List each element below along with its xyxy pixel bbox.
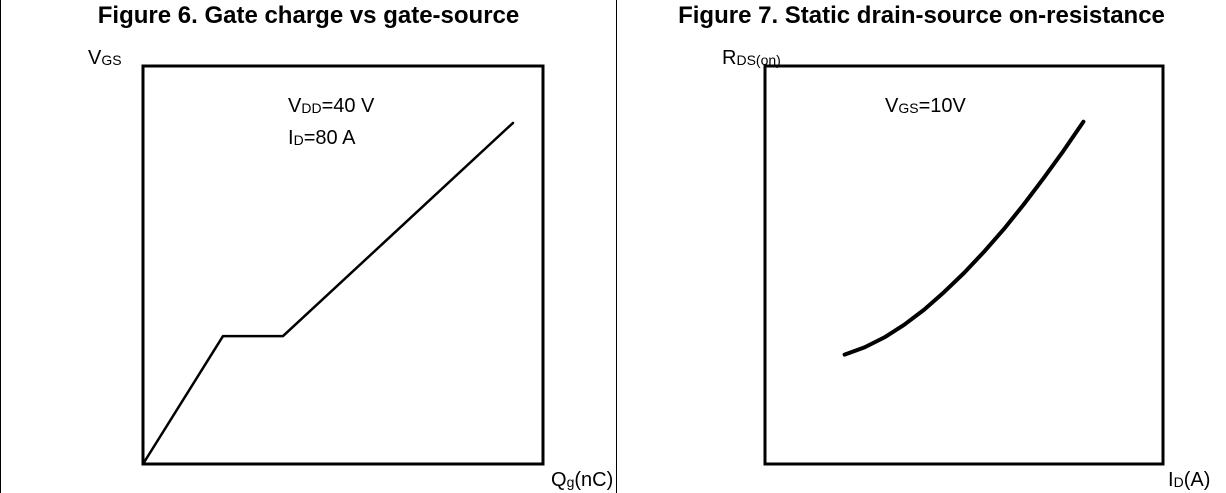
x-axis-label: ID(A) [1168,469,1210,491]
x-axis-label: Qg(nC) [551,469,613,491]
parameter-annotation: ID=80 A [288,127,356,149]
chart-panel-figure-7: Figure 7. Static drain-source on-resista… [617,0,1226,493]
series-line [842,119,1086,357]
parameter-annotation: VGS=10V [885,95,967,117]
chart-title: Figure 6. Gate charge vs gate-source [97,2,520,29]
series-line [141,121,515,466]
chart-title: Figure 7. Static drain-source on-resista… [678,2,1165,29]
chart-panel-figure-6: Figure 6. Gate charge vs gate-source [0,0,617,493]
plot-frame [763,64,1165,466]
y-axis-label: VGS [88,47,122,69]
gate-charge-plot: VGS Qg(nC) VDD=40 V ID=80 A [88,47,613,491]
y-axis-label: RDS(on) [722,47,781,69]
plot-frame [141,64,545,466]
parameter-annotation: VDD=40 V [288,95,375,117]
